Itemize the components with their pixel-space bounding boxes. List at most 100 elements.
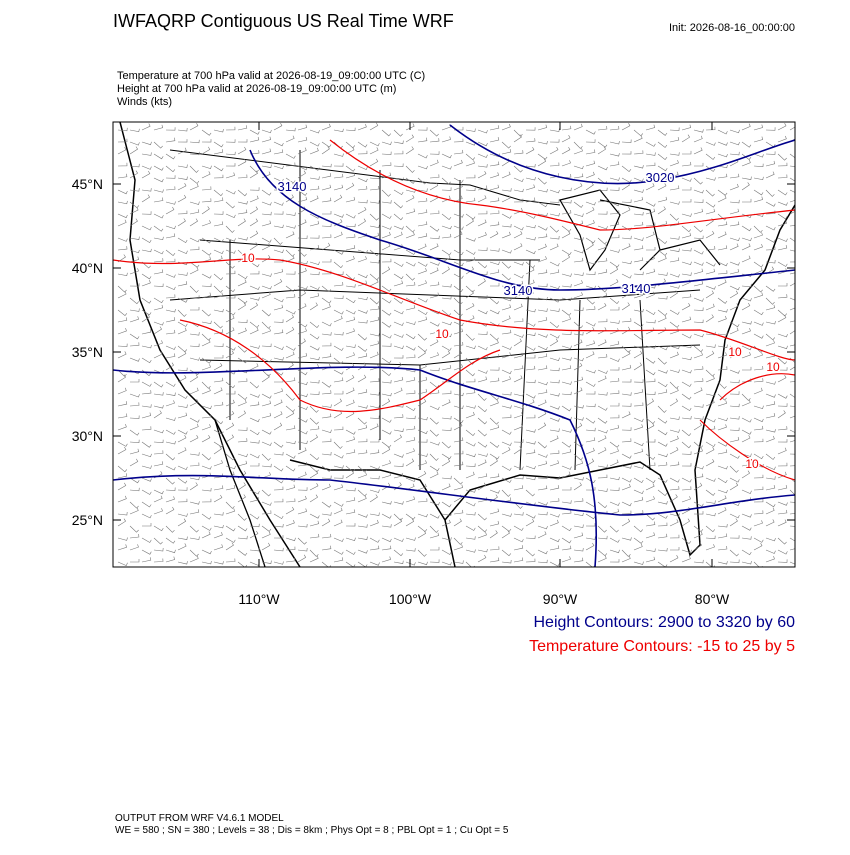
- wind-barb: [405, 177, 416, 184]
- wind-barb: [693, 352, 703, 359]
- footer-model: OUTPUT FROM WRF V4.6.1 MODEL: [115, 813, 284, 824]
- height-contour: [113, 366, 598, 567]
- wind-barb: [609, 125, 620, 131]
- wind-barb: [477, 295, 488, 299]
- wind-barb: [682, 187, 692, 191]
- wind-barb: [717, 449, 728, 455]
- wind-barb: [441, 124, 451, 131]
- wind-barb: [729, 221, 740, 227]
- wind-barb: [261, 441, 272, 446]
- wind-barb: [261, 237, 272, 243]
- wind-barb: [285, 177, 296, 184]
- wind-barb: [441, 177, 451, 185]
- wind-barb: [549, 297, 560, 303]
- wind-barb: [129, 487, 140, 492]
- wind-barb: [357, 150, 368, 155]
- wind-barb: [177, 447, 187, 455]
- wind-barb: [669, 416, 680, 420]
- wind-barb: [645, 268, 656, 275]
- wind-barb: [141, 537, 152, 543]
- wind-barb: [213, 531, 223, 539]
- wind-barb: [285, 393, 295, 401]
- wind-barb: [261, 369, 271, 377]
- wind-barb: [705, 141, 716, 146]
- wind-barb: [369, 545, 380, 551]
- wind-barb: [369, 185, 380, 191]
- wind-barb: [405, 415, 416, 420]
- wind-barb: [117, 473, 128, 479]
- wind-barb: [189, 183, 199, 191]
- wind-barb: [513, 375, 523, 383]
- wind-barb: [465, 266, 475, 275]
- wind-barb: [669, 369, 680, 373]
- wind-barb: [645, 183, 655, 191]
- wind-barb: [633, 448, 644, 455]
- wind-barb: [765, 381, 776, 385]
- wind-barb: [345, 297, 356, 304]
- wind-barb: [177, 536, 188, 540]
- wind-barb: [465, 128, 476, 132]
- wind-barb: [189, 209, 200, 215]
- wind-barb: [129, 429, 140, 436]
- wind-barb: [141, 170, 151, 179]
- wind-barb: [645, 124, 656, 131]
- wind-barb: [609, 153, 620, 157]
- wind-barb: [225, 151, 236, 156]
- wind-barb: [669, 477, 680, 483]
- wind-barb: [201, 333, 211, 341]
- wind-barb: [321, 475, 332, 479]
- wind-barb: [249, 440, 260, 444]
- wind-barb: [585, 536, 596, 540]
- wind-barb: [657, 405, 667, 413]
- wind-barb: [609, 261, 620, 268]
- wind-barb: [789, 330, 795, 335]
- wind-barb: [537, 177, 547, 185]
- wind-barb: [633, 477, 644, 484]
- wind-barb: [321, 438, 332, 443]
- wind-barb: [717, 315, 727, 323]
- wind-barb: [561, 405, 572, 412]
- wind-barb: [441, 255, 451, 263]
- wind-barb: [285, 271, 296, 275]
- wind-barb: [789, 261, 795, 263]
- wind-barb: [129, 207, 139, 215]
- wind-barb: [597, 501, 608, 509]
- wind-barb: [477, 417, 488, 425]
- wind-barb: [705, 314, 714, 323]
- wind-barb: [705, 245, 716, 251]
- wind-barb: [513, 405, 524, 409]
- wind-barb: [645, 391, 656, 396]
- wind-barb: [369, 175, 380, 180]
- wind-barb: [789, 489, 795, 496]
- wind-barb: [525, 465, 536, 470]
- wind-barb: [717, 245, 728, 251]
- wind-barb: [489, 377, 500, 383]
- wind-barb: [729, 243, 739, 251]
- wind-barb: [705, 177, 716, 181]
- wind-barb: [633, 441, 644, 447]
- wind-barb: [201, 531, 211, 539]
- wind-barb: [465, 249, 476, 255]
- wind-barb: [297, 405, 308, 410]
- wind-barb: [405, 333, 416, 340]
- wind-barb: [561, 345, 572, 349]
- wind-barb: [417, 439, 428, 443]
- wind-barb: [129, 218, 138, 227]
- wind-barb: [693, 366, 704, 371]
- wind-barb: [537, 389, 548, 395]
- wind-barb: [285, 231, 295, 239]
- wind-barb: [597, 165, 608, 171]
- wind-barb: [621, 465, 632, 469]
- wind-barb: [261, 531, 271, 539]
- wind-barb: [477, 278, 486, 287]
- wind-barb: [453, 350, 463, 359]
- wind-barb: [741, 417, 752, 423]
- wind-barb: [237, 561, 248, 567]
- wind-barb: [789, 297, 795, 301]
- wind-barb: [585, 458, 595, 467]
- wind-barb: [213, 292, 223, 299]
- wind-barb: [465, 187, 476, 192]
- wind-barb: [489, 424, 500, 431]
- wind-barb: [273, 187, 284, 191]
- wind-barb: [549, 321, 560, 329]
